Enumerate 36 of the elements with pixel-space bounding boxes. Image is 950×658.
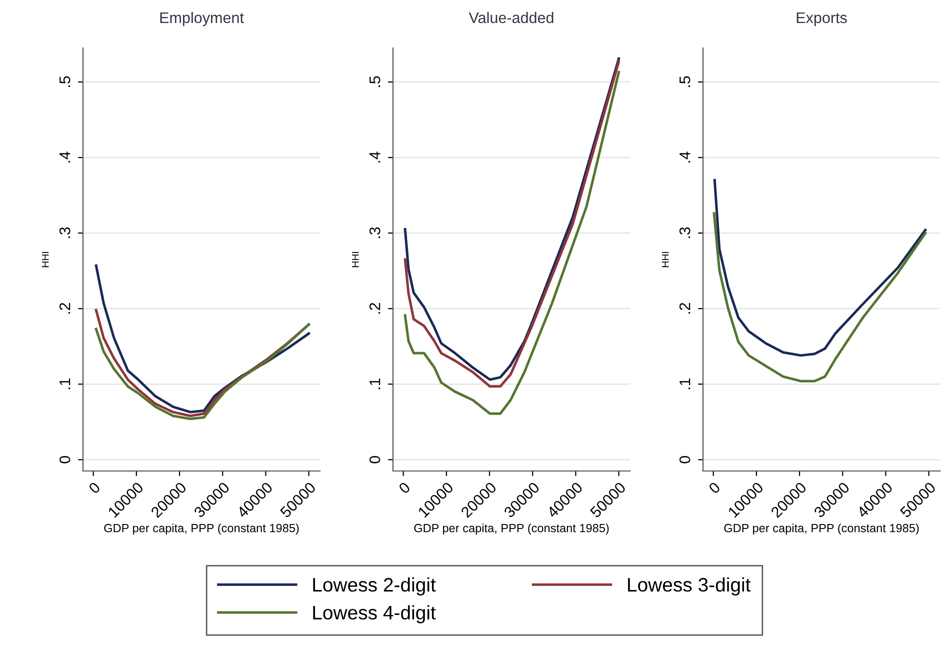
line-series [94,323,310,420]
y-tick-label: .3 [679,227,690,238]
y-tick-label: .2 [59,302,70,314]
legend-label: Lowess 4-digit [313,605,436,624]
y-axis-title: HHI [42,252,49,268]
legend-label: Lowess 2-digit [313,577,436,596]
line-series [713,178,927,357]
line-series [712,212,927,382]
x-axis-title: GDP per capita, PPP (constant 1985) [724,524,919,535]
y-tick-label: .5 [370,76,380,87]
y-tick-label: 0 [679,456,690,464]
y-tick-label: .3 [369,227,380,238]
y-tick-label: .2 [679,302,690,314]
y-tick-label: .4 [680,152,690,163]
y-tick-label: .5 [60,76,70,87]
y-tick-label: 0 [369,456,380,464]
y-tick-label: .4 [370,152,380,163]
y-tick-label: 0 [59,456,70,464]
y-axis-title: HHI [352,252,359,268]
x-axis-title: GDP per capita, PPP (constant 1985) [104,524,299,535]
x-axis-title: GDP per capita, PPP (constant 1985) [414,524,609,535]
chart-title: Value-added [468,12,554,24]
x-tick-label: 0 [88,481,101,494]
y-tick-label: .1 [370,378,380,390]
legend-label: Lowess 3-digit [628,577,751,596]
y-tick-label: .1 [680,378,690,390]
y-tick-label: .4 [60,152,70,163]
x-tick-label: 0 [708,481,721,494]
y-tick-label: .2 [369,302,380,314]
chart-title: Employment [160,12,244,26]
y-tick-label: .5 [680,76,690,87]
y-tick-label: .1 [60,378,70,390]
x-tick-label: 0 [398,481,411,494]
chart-title: Exports [796,12,847,26]
y-axis-title: HHI [662,252,669,268]
y-tick-label: .3 [59,227,70,238]
